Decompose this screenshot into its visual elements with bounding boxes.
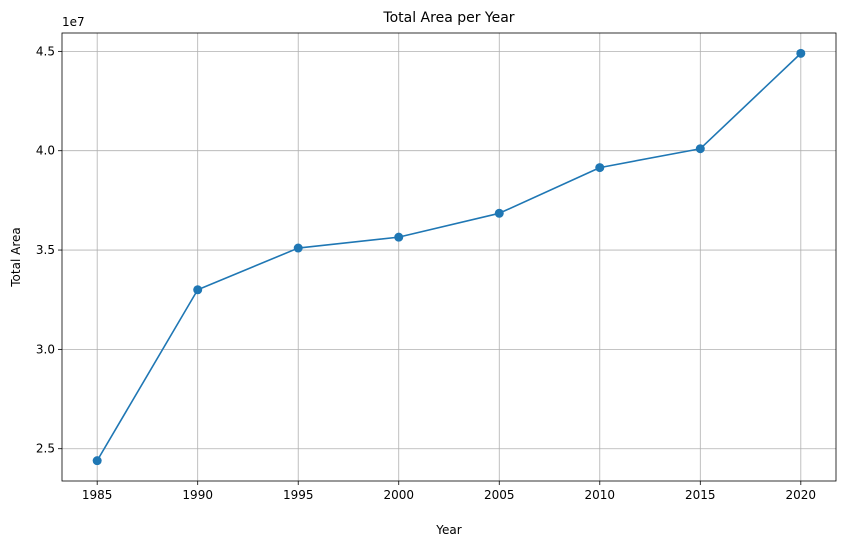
data-point [595, 163, 605, 173]
y-tick-label: 3.0 [36, 342, 55, 356]
x-tick-label: 2020 [786, 488, 817, 502]
x-tick-label: 1990 [182, 488, 213, 502]
data-point [695, 144, 705, 154]
y-tick-label: 4.0 [36, 144, 55, 158]
x-tick-label: 1995 [283, 488, 314, 502]
axis-ticks: 1985 1990 1995 2000 2005 2010 2015 2020 2.5 3.0 3.… [36, 44, 816, 502]
data-point [193, 285, 203, 295]
y-tick-label: 2.5 [36, 442, 55, 456]
chart-title: Total Area per Year [382, 10, 514, 26]
plot-frame [61, 32, 837, 482]
x-axis-title: Year [435, 523, 461, 537]
y-tick-label: 3.5 [36, 243, 55, 257]
x-tick-label: 1985 [82, 488, 113, 502]
y-axis-scale-label: 1e7 [62, 15, 85, 29]
series-line [96, 52, 802, 462]
grid [62, 33, 836, 481]
y-tick-label: 4.5 [36, 44, 55, 58]
data-point [92, 456, 102, 466]
x-tick-label: 2005 [484, 488, 515, 502]
x-tick-label: 2000 [383, 488, 414, 502]
data-point [494, 208, 504, 218]
data-point [293, 243, 303, 253]
data-point [394, 232, 404, 242]
series-layer [92, 48, 806, 466]
x-tick-label: 2015 [685, 488, 716, 502]
y-axis-title: Total Area [9, 227, 23, 287]
x-tick-label: 2010 [585, 488, 616, 502]
data-point [796, 48, 806, 58]
